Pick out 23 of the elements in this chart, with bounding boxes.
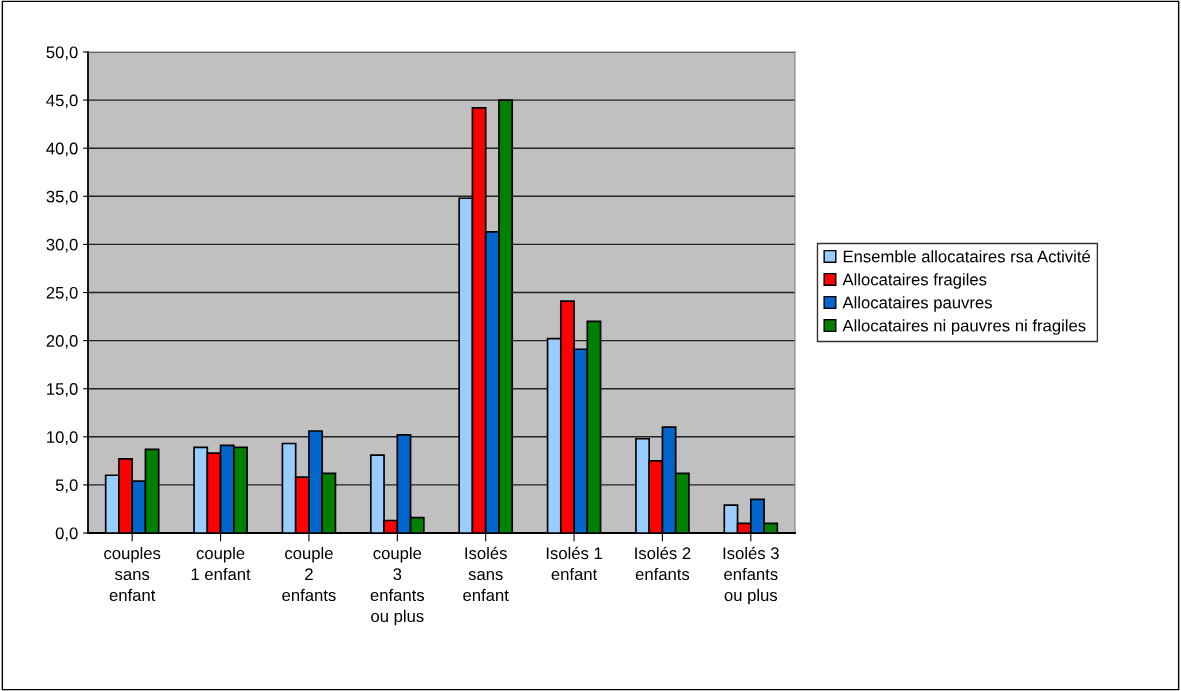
y-tick-label: 40,0 (46, 142, 78, 157)
x-tick-label: couple 2 enfants (282, 546, 336, 602)
y-tick-label: 50,0 (46, 46, 78, 61)
legend-label: Allocataires pauvres (842, 296, 992, 312)
y-tick-label: 15,0 (47, 383, 78, 397)
x-tick-label: Isolés 2 enfants (635, 546, 691, 581)
y-tick-label: 20,0 (46, 335, 78, 349)
y-tick-label: 0,0 (55, 527, 78, 542)
y-tick-label: 10,0 (47, 431, 78, 445)
x-tick-label: couple 3 enfants ou plus (370, 546, 425, 626)
x-tick-label: Isolés sans enfant (463, 546, 509, 602)
y-tick-label: 45,0 (46, 94, 78, 109)
legend-label: Allocataires ni pauvres ni fragiles (842, 319, 1086, 335)
y-tick-label: 25,0 (46, 286, 78, 301)
x-tick-label: couples sans enfant (104, 546, 161, 602)
x-tick-label: Isolés 3 enfants ou plus (723, 546, 779, 605)
legend-label: Ensemble allocataires rsa Activité (843, 249, 1090, 263)
y-tick-label: 30,0 (46, 238, 78, 253)
x-tick-label: couple 1 enfant (191, 546, 251, 581)
y-tick-label: 5,0 (55, 479, 78, 494)
y-tick-label: 35,0 (46, 190, 78, 205)
legend-label: Allocataires fragiles (842, 273, 987, 289)
x-tick-label: Isolés 1 enfant (546, 546, 602, 581)
